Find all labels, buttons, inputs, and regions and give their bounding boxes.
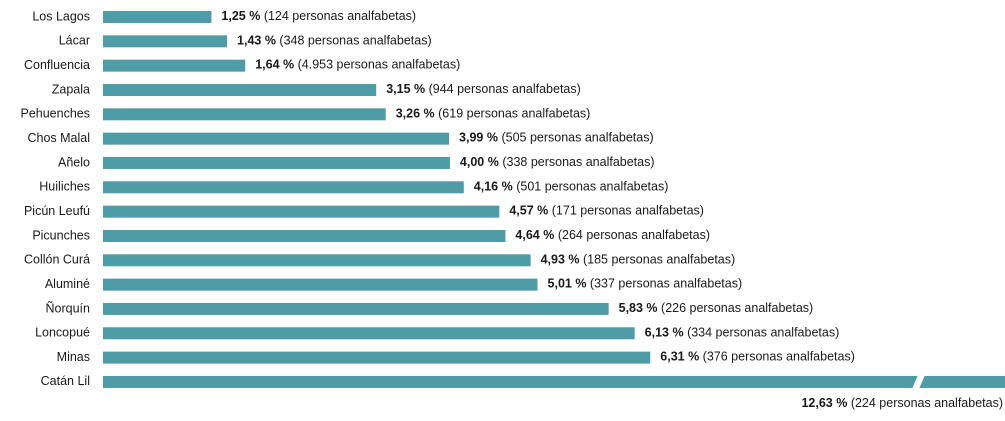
bar xyxy=(103,181,464,194)
value-label: 3,15 % (944 personas analfabetas) xyxy=(386,82,581,96)
bar xyxy=(103,278,538,291)
category-label: Picún Leufú xyxy=(24,204,90,218)
detail-text: (224 personas analfabetas) xyxy=(851,396,1003,410)
detail-text: (171 personas analfabetas) xyxy=(552,204,704,218)
bar xyxy=(103,108,386,121)
value-label: 6,31 % (376 personas analfabetas) xyxy=(660,350,855,364)
value-text: 4,57 % xyxy=(509,204,548,218)
bar xyxy=(103,156,450,169)
category-label: Chos Malal xyxy=(27,131,90,145)
value-label: 4,16 % (501 personas analfabetas) xyxy=(474,180,669,194)
value-text: 1,25 % xyxy=(221,9,260,23)
bar xyxy=(103,302,609,315)
bar xyxy=(103,205,500,218)
detail-text: (337 personas analfabetas) xyxy=(590,277,742,291)
value-text: 4,00 % xyxy=(460,155,499,169)
category-label: Ñorquín xyxy=(46,301,91,315)
value-text: 5,01 % xyxy=(548,277,587,291)
bar xyxy=(103,132,450,145)
value-label: 4,00 % (338 personas analfabetas) xyxy=(460,155,655,169)
category-label: Aluminé xyxy=(45,277,90,291)
bar xyxy=(103,375,1005,388)
detail-text: (505 personas analfabetas) xyxy=(501,131,653,145)
value-label: 3,26 % (619 personas analfabetas) xyxy=(396,107,591,121)
value-text: 3,15 % xyxy=(386,82,425,96)
category-label: Confluencia xyxy=(24,58,90,72)
category-label: Catán Lil xyxy=(41,374,90,388)
value-text: 6,13 % xyxy=(645,326,684,340)
bar xyxy=(103,229,506,242)
detail-text: (334 personas analfabetas) xyxy=(687,326,839,340)
detail-text: (4.953 personas analfabetas) xyxy=(298,58,461,72)
bar xyxy=(103,35,228,48)
bar xyxy=(103,11,212,23)
category-label: Picunches xyxy=(32,228,90,242)
category-label: Añelo xyxy=(58,155,90,169)
value-label: 1,43 % (348 personas analfabetas) xyxy=(237,34,432,48)
category-label: Los Lagos xyxy=(32,9,90,23)
bar xyxy=(103,327,635,340)
value-text: 4,16 % xyxy=(474,180,513,194)
value-label: 5,01 % (337 personas analfabetas) xyxy=(548,277,743,291)
value-text: 4,64 % xyxy=(515,228,554,242)
value-label: 4,93 % (185 personas analfabetas) xyxy=(541,253,736,267)
category-label: Loncopué xyxy=(35,326,90,340)
value-text: 4,93 % xyxy=(541,253,580,267)
value-text: 3,99 % xyxy=(459,131,498,145)
value-label: 3,99 % (505 personas analfabetas) xyxy=(459,131,654,145)
category-label: Huiliches xyxy=(39,180,90,194)
category-label: Zapala xyxy=(52,82,90,96)
value-label: 4,57 % (171 personas analfabetas) xyxy=(509,204,704,218)
detail-text: (944 personas analfabetas) xyxy=(429,82,581,96)
value-label: 4,64 % (264 personas analfabetas) xyxy=(515,228,710,242)
bar xyxy=(103,351,651,364)
category-label: Minas xyxy=(57,350,90,364)
detail-text: (348 personas analfabetas) xyxy=(279,34,431,48)
detail-text: (226 personas analfabetas) xyxy=(661,301,813,315)
axis-break xyxy=(912,374,925,389)
value-text: 3,26 % xyxy=(396,107,435,121)
value-label: 1,64 % (4.953 personas analfabetas) xyxy=(255,58,460,72)
detail-text: (619 personas analfabetas) xyxy=(438,107,590,121)
value-text: 6,31 % xyxy=(660,350,699,364)
detail-text: (264 personas analfabetas) xyxy=(558,228,710,242)
value-label: 5,83 % (226 personas analfabetas) xyxy=(619,301,814,315)
detail-text: (501 personas analfabetas) xyxy=(516,180,668,194)
detail-text: (185 personas analfabetas) xyxy=(583,253,735,267)
category-label: Lácar xyxy=(59,34,90,48)
bar xyxy=(103,59,246,72)
value-text: 1,64 % xyxy=(255,58,294,72)
value-label: 12,63 % (224 personas analfabetas) xyxy=(801,396,1003,410)
bar xyxy=(103,254,531,267)
value-label: 1,25 % (124 personas analfabetas) xyxy=(221,9,416,23)
value-text: 1,43 % xyxy=(237,34,276,48)
detail-text: (338 personas analfabetas) xyxy=(502,155,654,169)
category-label: Pehuenches xyxy=(20,107,90,121)
detail-text: (124 personas analfabetas) xyxy=(264,9,416,23)
category-label: Collón Curá xyxy=(24,253,90,267)
bar xyxy=(103,83,377,96)
value-text: 12,63 % xyxy=(801,396,847,410)
detail-text: (376 personas analfabetas) xyxy=(703,350,855,364)
value-label: 6,13 % (334 personas analfabetas) xyxy=(645,326,840,340)
value-text: 5,83 % xyxy=(619,301,658,315)
